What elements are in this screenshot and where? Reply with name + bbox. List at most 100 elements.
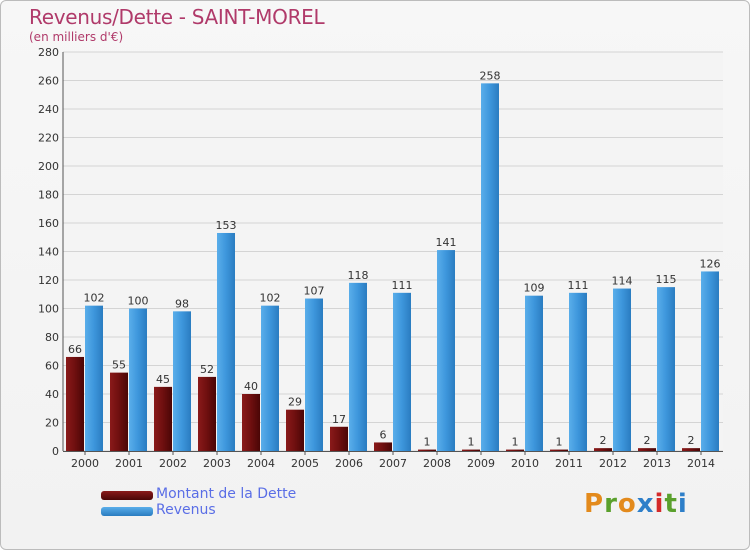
bar-revenus bbox=[569, 292, 587, 451]
bar-revenus bbox=[349, 282, 367, 451]
y-tick-label: 220 bbox=[38, 132, 59, 145]
bar-revenus bbox=[173, 311, 191, 451]
data-label-revenus: 98 bbox=[175, 297, 189, 310]
y-tick-label: 280 bbox=[38, 46, 59, 59]
logo-letter: i bbox=[654, 489, 665, 519]
data-label-dette: 2 bbox=[600, 434, 607, 447]
y-tick-label: 0 bbox=[52, 445, 59, 458]
y-tick-label: 260 bbox=[38, 75, 59, 88]
proxiti-logo: Proxiti bbox=[584, 489, 688, 519]
chart-subtitle: (en milliers d'€) bbox=[29, 30, 124, 44]
logo-letter: r bbox=[604, 489, 618, 519]
logo-letter: t bbox=[664, 489, 678, 519]
bar-revenus bbox=[261, 305, 279, 451]
bar-revenus bbox=[437, 250, 455, 451]
bar-revenus bbox=[481, 83, 499, 451]
x-tick-label: 2007 bbox=[379, 457, 407, 470]
legend-label-revenus: Revenus bbox=[156, 502, 216, 518]
bar-dette bbox=[66, 356, 84, 451]
data-label-dette: 66 bbox=[68, 343, 82, 356]
data-label-revenus: 102 bbox=[260, 292, 281, 305]
chart-title: Revenus/Dette - SAINT-MOREL bbox=[29, 5, 325, 29]
legend-label-dette: Montant de la Dette bbox=[156, 486, 297, 502]
bar-revenus bbox=[657, 287, 675, 451]
data-label-dette: 1 bbox=[424, 436, 431, 449]
data-label-dette: 6 bbox=[380, 428, 387, 441]
data-label-dette: 2 bbox=[688, 434, 695, 447]
bar-dette bbox=[286, 409, 304, 451]
data-label-revenus: 109 bbox=[524, 282, 545, 295]
x-tick-label: 2013 bbox=[643, 457, 671, 470]
data-label-revenus: 107 bbox=[304, 285, 325, 298]
data-label-revenus: 153 bbox=[216, 219, 237, 232]
data-label-dette: 1 bbox=[512, 436, 519, 449]
x-tick-label: 2006 bbox=[335, 457, 363, 470]
legend-swatch-dette bbox=[101, 491, 153, 500]
logo-letter: i bbox=[677, 489, 688, 519]
x-tick-label: 2009 bbox=[467, 457, 495, 470]
bar-dette bbox=[154, 386, 172, 451]
data-label-dette: 55 bbox=[112, 359, 126, 372]
bar-revenus bbox=[613, 288, 631, 451]
bar-revenus bbox=[217, 232, 235, 451]
y-tick-label: 140 bbox=[38, 246, 59, 259]
data-label-revenus: 114 bbox=[612, 275, 633, 288]
bar-dette bbox=[462, 449, 480, 451]
data-label-revenus: 258 bbox=[480, 69, 501, 82]
data-label-revenus: 118 bbox=[348, 269, 369, 282]
data-label-dette: 40 bbox=[244, 380, 258, 393]
bar-revenus bbox=[393, 292, 411, 451]
y-tick-label: 80 bbox=[45, 331, 59, 344]
bar-dette bbox=[506, 449, 524, 451]
bar-dette bbox=[682, 448, 700, 451]
y-tick-label: 100 bbox=[38, 303, 59, 316]
y-tick-label: 120 bbox=[38, 274, 59, 287]
x-tick-label: 2004 bbox=[247, 457, 275, 470]
bar-dette bbox=[374, 442, 392, 451]
data-label-dette: 17 bbox=[332, 413, 346, 426]
logo-letter: x bbox=[636, 489, 655, 519]
bar-dette bbox=[418, 449, 436, 451]
y-tick-label: 160 bbox=[38, 217, 59, 230]
data-label-dette: 45 bbox=[156, 373, 170, 386]
x-tick-label: 2010 bbox=[511, 457, 539, 470]
bar-revenus bbox=[525, 295, 543, 451]
bar-dette bbox=[198, 376, 216, 451]
bar-dette bbox=[550, 449, 568, 451]
data-label-dette: 1 bbox=[556, 436, 563, 449]
y-tick-label: 200 bbox=[38, 160, 59, 173]
data-label-revenus: 100 bbox=[128, 295, 149, 308]
data-label-revenus: 102 bbox=[84, 292, 105, 305]
data-label-dette: 52 bbox=[200, 363, 214, 376]
bar-dette bbox=[638, 448, 656, 451]
legend-swatch-revenus bbox=[101, 507, 153, 516]
data-label-revenus: 111 bbox=[568, 279, 589, 292]
data-label-dette: 1 bbox=[468, 436, 475, 449]
x-tick-label: 2002 bbox=[159, 457, 187, 470]
data-label-revenus: 126 bbox=[700, 257, 721, 270]
logo-letter: P bbox=[584, 489, 605, 519]
x-tick-label: 2003 bbox=[203, 457, 231, 470]
x-tick-label: 2001 bbox=[115, 457, 143, 470]
bar-dette bbox=[242, 394, 260, 451]
x-tick-label: 2011 bbox=[555, 457, 583, 470]
logo-letter: o bbox=[617, 489, 637, 519]
data-label-dette: 2 bbox=[644, 434, 651, 447]
x-tick-label: 2008 bbox=[423, 457, 451, 470]
data-label-dette: 29 bbox=[288, 396, 302, 409]
y-tick-label: 240 bbox=[38, 103, 59, 116]
x-tick-label: 2005 bbox=[291, 457, 319, 470]
bar-revenus bbox=[129, 308, 147, 451]
y-tick-label: 60 bbox=[45, 360, 59, 373]
bar-dette bbox=[110, 372, 128, 451]
bar-dette bbox=[330, 426, 348, 451]
data-label-revenus: 115 bbox=[656, 273, 677, 286]
bar-revenus bbox=[85, 305, 103, 451]
y-tick-label: 180 bbox=[38, 189, 59, 202]
x-tick-label: 2012 bbox=[599, 457, 627, 470]
x-tick-label: 2014 bbox=[687, 457, 715, 470]
data-label-revenus: 141 bbox=[436, 236, 457, 249]
bar-revenus bbox=[701, 271, 719, 451]
